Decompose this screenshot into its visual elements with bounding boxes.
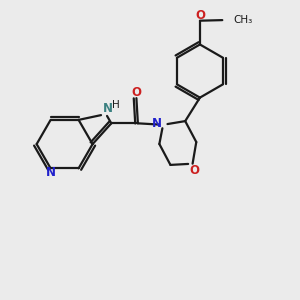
Text: H: H bbox=[112, 100, 120, 110]
Text: CH₃: CH₃ bbox=[233, 15, 253, 25]
Text: N: N bbox=[46, 166, 56, 179]
Text: N: N bbox=[103, 102, 113, 115]
Text: O: O bbox=[189, 164, 199, 177]
Text: O: O bbox=[131, 86, 141, 99]
Text: N: N bbox=[152, 117, 162, 130]
Text: O: O bbox=[195, 9, 205, 22]
